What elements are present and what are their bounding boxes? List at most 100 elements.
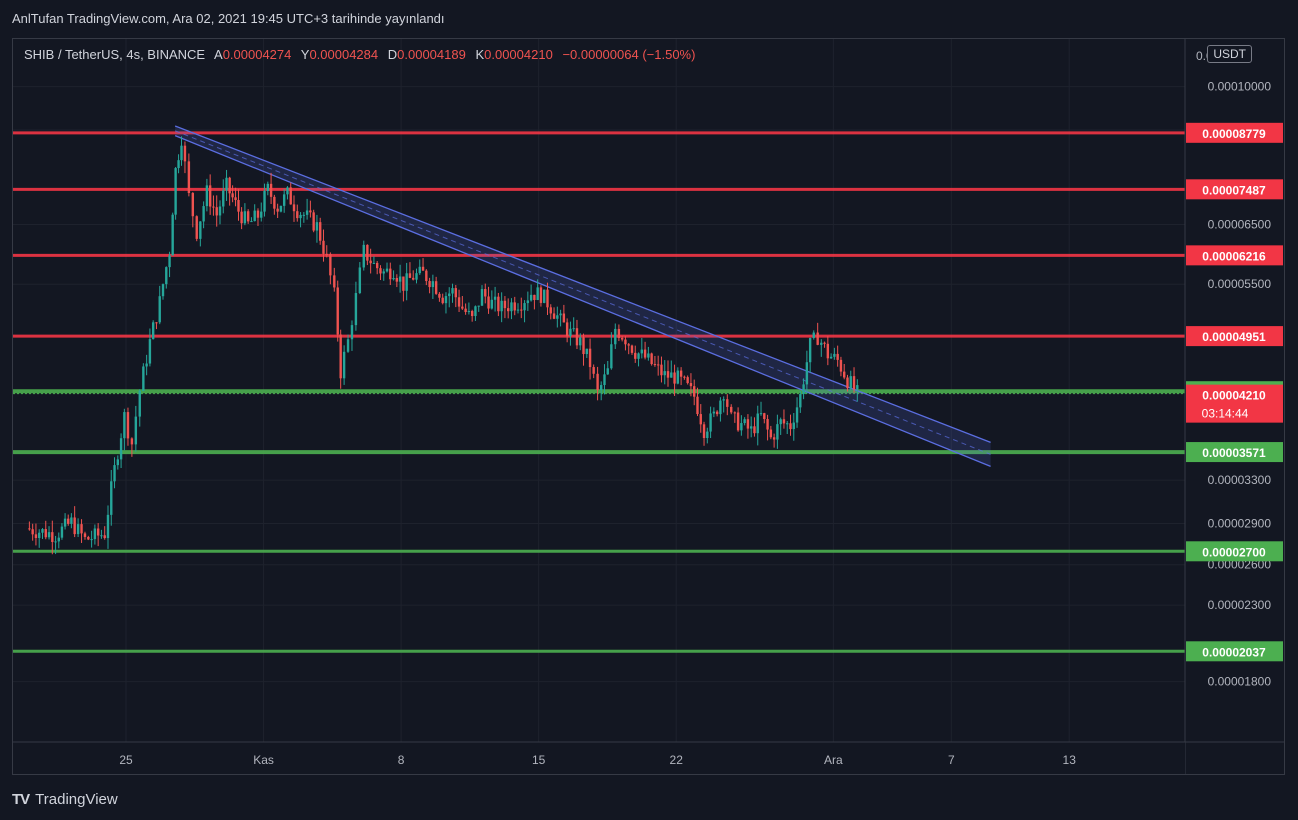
candle-body [138, 390, 141, 417]
candle-body [575, 328, 579, 346]
candle-body [477, 305, 480, 307]
tradingview-logo[interactable]: TV TradingView [12, 791, 118, 808]
candle-body [789, 423, 792, 430]
tv-logo-icon: TV [12, 791, 30, 808]
candle-body [769, 429, 773, 438]
candle-body [510, 302, 513, 312]
candle-body [663, 371, 666, 376]
candle-body [637, 353, 640, 359]
candle-body [529, 294, 533, 301]
channel-mid-line [174, 130, 991, 455]
candle-body [428, 281, 431, 288]
level-price-label-bg [1186, 179, 1283, 200]
candle-body [256, 210, 260, 218]
time-tick-label: Kas [253, 753, 274, 767]
candle-body [187, 161, 191, 194]
candle-body [205, 185, 209, 207]
candle-body [490, 299, 494, 309]
countdown-label: 03:14:44 [1202, 407, 1249, 421]
candle-body [372, 262, 376, 264]
channel-fill [175, 125, 991, 467]
candle-body [174, 168, 177, 215]
candle-body [100, 535, 103, 537]
symbol-label[interactable]: SHIB / TetherUS, 4s, BINANCE [24, 47, 206, 62]
candle-body [315, 222, 319, 231]
candle-body [533, 294, 536, 301]
open-value: 0.00004274 [222, 47, 292, 62]
time-tick-label: 25 [119, 753, 133, 767]
candle-body [696, 396, 699, 415]
candle-body [180, 145, 183, 161]
candle-body [543, 289, 546, 303]
candle-body [83, 533, 87, 537]
level-price-label-bg [1186, 326, 1283, 347]
price-tick-label: 0.00001800 [1208, 675, 1272, 689]
candle-body [222, 190, 225, 207]
candle-body [168, 255, 171, 268]
candle-body [799, 394, 802, 408]
candle-body [596, 373, 599, 391]
candle-body [41, 529, 44, 533]
candle-body [103, 535, 106, 539]
open-label: A [214, 47, 223, 62]
candle-body [843, 371, 846, 378]
candle-body [346, 339, 350, 352]
candle-body [792, 422, 795, 430]
candle-body [405, 273, 408, 291]
candle-body [686, 377, 689, 384]
candle-body [354, 293, 358, 326]
candle-body [749, 426, 753, 429]
candle-body [526, 300, 530, 304]
candle-body [305, 210, 309, 215]
candle-body [679, 370, 683, 377]
candle-body [849, 376, 852, 389]
candle-body [467, 311, 471, 313]
level-price-label-bg [1186, 442, 1283, 463]
level-price-label: 0.00003571 [1202, 446, 1266, 460]
candle-body [250, 221, 253, 223]
channel-lower-line [174, 135, 991, 467]
candle-body [617, 328, 621, 338]
candle-body [506, 308, 510, 312]
candle-body [57, 537, 60, 542]
candle-body [829, 356, 833, 359]
candle-body [484, 289, 487, 297]
candle-body [350, 325, 354, 340]
candle-body [279, 205, 283, 212]
candle-body [523, 303, 526, 311]
candle-body [640, 349, 644, 354]
chart-svg: 0.000100000.000085000.000065000.00005500… [13, 39, 1284, 774]
candle-body [493, 296, 497, 300]
candle-body [715, 411, 719, 415]
candle-body [497, 296, 500, 312]
candle-body [342, 351, 346, 379]
candle-body [260, 211, 263, 218]
currency-button[interactable]: USDT [1207, 45, 1252, 63]
candle-body [653, 364, 657, 366]
candle-body [746, 419, 750, 429]
candle-body [812, 332, 815, 339]
candle-body [756, 413, 759, 434]
candle-body [322, 240, 325, 254]
candle-body [73, 517, 76, 535]
candle-body [683, 376, 686, 378]
candle-body [562, 313, 566, 323]
candle-body [660, 364, 663, 376]
candle-body [802, 384, 805, 395]
candle-body [289, 187, 292, 205]
candle-body [67, 518, 70, 524]
time-axis-bg [13, 742, 1185, 774]
candle-body [392, 278, 395, 280]
candle-body [808, 338, 812, 363]
level-price-label: 0.00006216 [1202, 249, 1266, 263]
candle-body [779, 419, 782, 425]
candle-body [243, 211, 247, 224]
channel-upper-line [174, 125, 991, 443]
candle-body [183, 145, 187, 162]
candle-body [325, 253, 328, 255]
candle-body [600, 385, 603, 391]
candle-body [333, 275, 336, 288]
candle-body [382, 271, 385, 274]
candle-body [556, 315, 559, 319]
chart-pane[interactable]: SHIB / TetherUS, 4s, BINANCE A0.00004274… [12, 38, 1285, 775]
